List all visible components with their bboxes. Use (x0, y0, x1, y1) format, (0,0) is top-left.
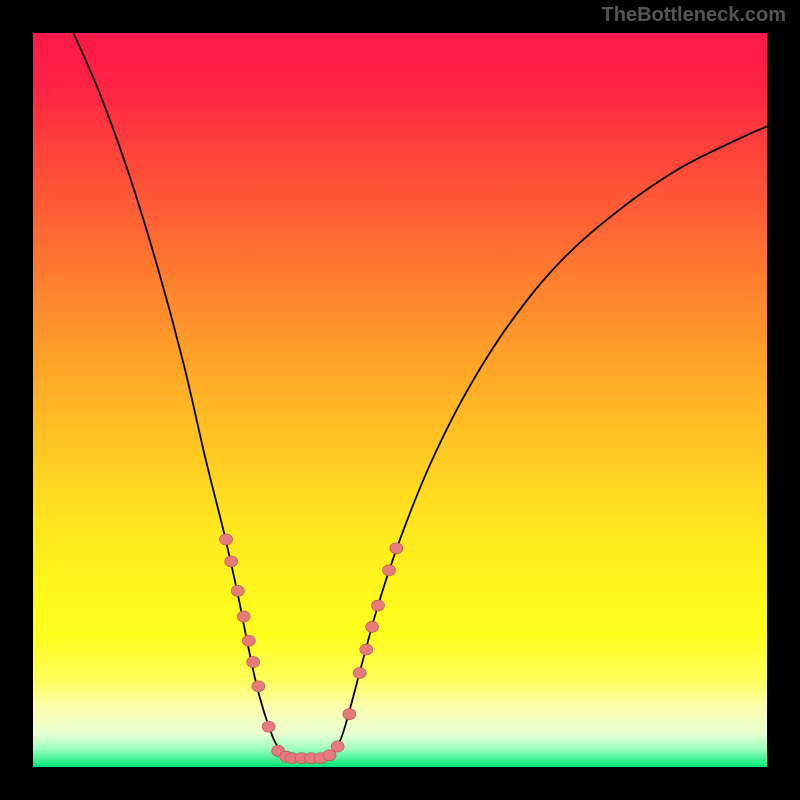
marker-left (237, 611, 250, 622)
marker-right (366, 621, 379, 632)
watermark-text: TheBottleneck.com (602, 4, 786, 27)
marker-left (231, 585, 244, 596)
marker-right (343, 709, 356, 720)
plot-area (33, 33, 767, 767)
marker-right (371, 600, 384, 611)
gradient-background (33, 33, 767, 767)
marker-right (390, 543, 403, 554)
marker-right (353, 668, 366, 679)
marker-left (242, 635, 255, 646)
marker-left (262, 721, 275, 732)
marker-left (225, 556, 238, 567)
marker-left (220, 534, 233, 545)
v-curve-chart (33, 33, 767, 767)
marker-right (331, 741, 344, 752)
chart-frame: TheBottleneck.com (0, 0, 800, 800)
marker-right (382, 565, 395, 576)
marker-left (252, 681, 265, 692)
marker-right (360, 644, 373, 655)
marker-left (247, 657, 260, 668)
